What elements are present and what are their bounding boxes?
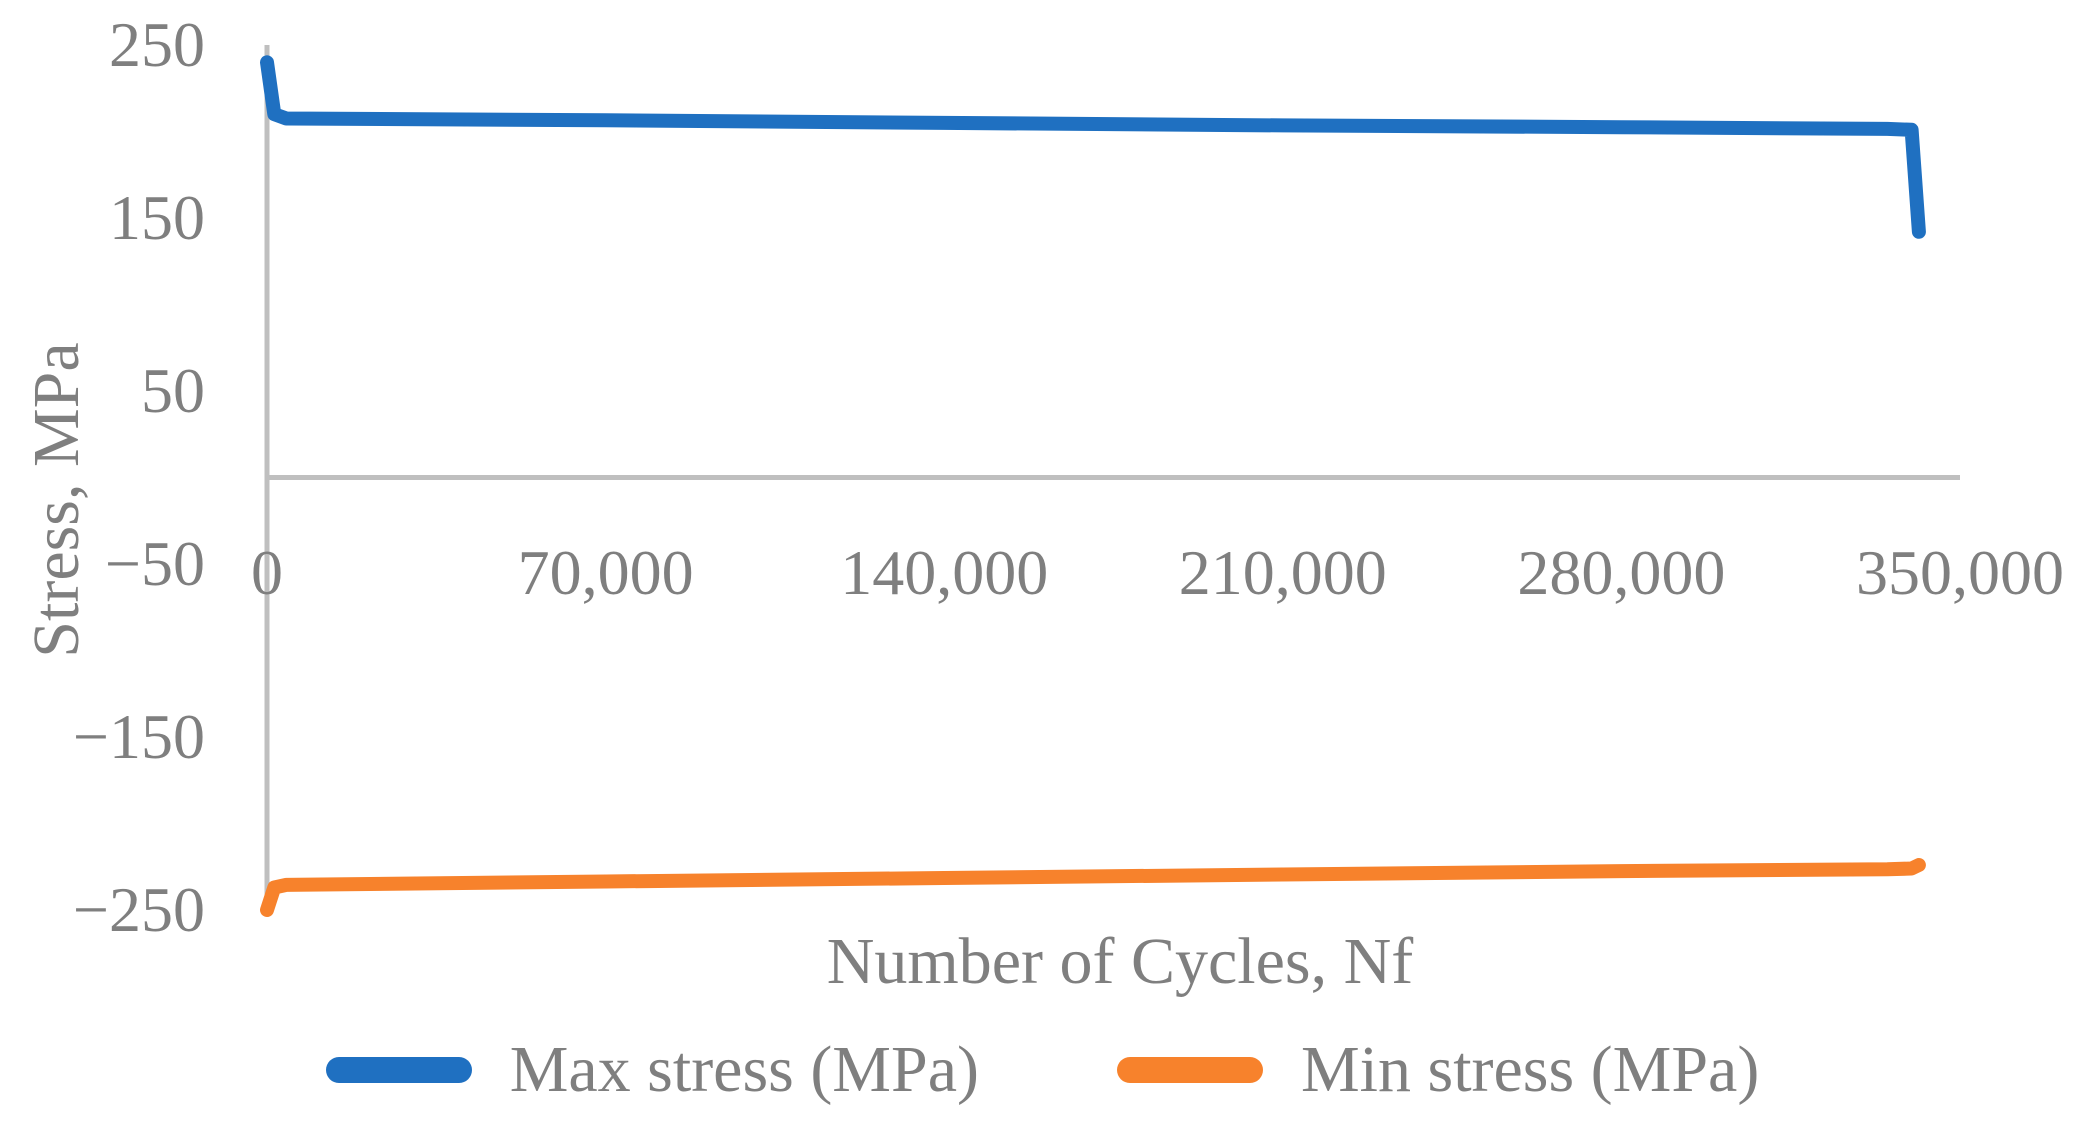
y-tick-label: 250: [109, 9, 205, 80]
series-line-0: [260, 55, 1926, 239]
x-axis-title: Number of Cycles, Nf: [826, 925, 1414, 998]
series-line-1: [260, 858, 1926, 917]
legend-label-min-stress: Min stress (MPa): [1300, 1033, 1760, 1106]
y-tick-label: 50: [141, 355, 205, 426]
max-stress-line-swatch: [325, 1057, 472, 1083]
x-tick-label: 140,000: [840, 537, 1049, 608]
legend-item-min-stress: Min stress (MPa): [1116, 1033, 1760, 1106]
y-axis-title: Stress, MPa: [20, 342, 93, 658]
x-tick-label: 0: [251, 537, 283, 608]
x-tick-label: 280,000: [1517, 537, 1726, 608]
y-tick-label: −250: [72, 874, 205, 945]
y-tick-label: −50: [104, 528, 205, 599]
x-tick-label: 350,000: [1856, 537, 2064, 608]
min-stress-line-swatch: [1116, 1057, 1263, 1083]
x-tick-label: 70,000: [517, 537, 694, 608]
legend-item-max-stress: Max stress (MPa): [325, 1033, 979, 1106]
legend-label-max-stress: Max stress (MPa): [509, 1033, 979, 1106]
y-tick-label: −150: [72, 701, 205, 772]
y-tick-label: 150: [109, 182, 205, 253]
x-tick-label: 210,000: [1178, 537, 1387, 608]
legend: Max stress (MPa) Min stress (MPa): [0, 1035, 2085, 1105]
